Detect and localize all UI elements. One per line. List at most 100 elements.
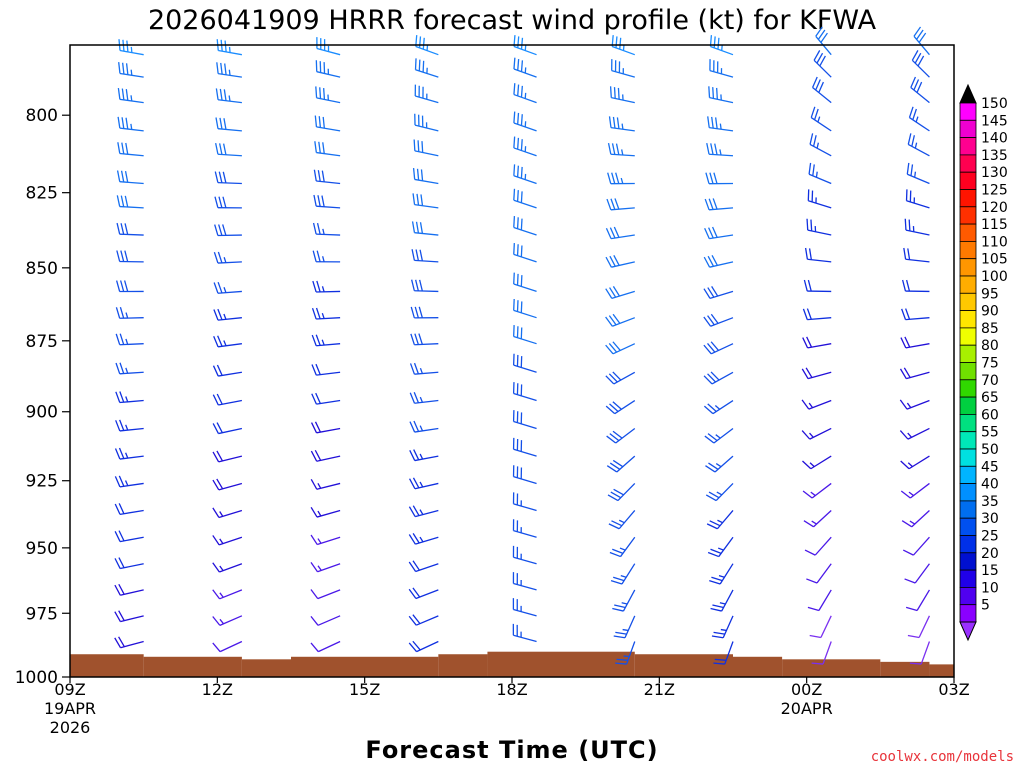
y-tick-label-1000: 1000: [15, 668, 58, 688]
x-tick-date-5: 20APR: [781, 699, 833, 718]
colorbar-swatch-135: [959, 154, 977, 173]
wind-barb-c8-l22: [909, 641, 931, 665]
wind-barb-c7-l12: [801, 367, 832, 380]
wind-barb-c7-l11: [802, 336, 832, 349]
wind-barb-c3-l4: [413, 139, 439, 157]
colorbar-label-40: 40: [981, 477, 999, 493]
terrain-segment-3: [291, 656, 439, 677]
wind-barbs-layer: [114, 26, 931, 665]
colorbar-label-35: 35: [981, 494, 999, 510]
y-tick-label-850: 850: [26, 259, 58, 279]
wind-barb-c1-l15: [212, 450, 243, 463]
colorbar-swatch-80: [959, 344, 977, 363]
wind-barb-c6-l10: [703, 313, 734, 327]
colorbar-label-80: 80: [981, 338, 999, 354]
wind-barb-c8-l5: [906, 162, 930, 185]
x-tick-label-2: 15Z: [349, 680, 380, 699]
wind-barb-c3-l22: [408, 640, 439, 653]
wind-barb-c0-l12: [115, 362, 144, 375]
terrain-layer: [70, 651, 954, 677]
colorbar-label-55: 55: [981, 425, 999, 441]
wind-barb-c3-l14: [409, 420, 439, 433]
wind-barb-c6-l3: [707, 116, 734, 132]
wind-barb-c2-l14: [310, 421, 341, 434]
wind-barb-c8-l15: [900, 455, 930, 470]
wind-barb-c8-l3: [908, 106, 930, 132]
terrain-segment-5: [487, 651, 635, 677]
wind-barb-c5-l20: [612, 589, 636, 612]
x-tick-label-6: 03Z: [938, 680, 969, 699]
wind-barb-c1-l19: [212, 562, 243, 573]
wind-barb-c1-l22: [212, 640, 243, 653]
wind-barb-c6-l20: [710, 589, 734, 612]
wind-barb-c1-l13: [212, 393, 243, 406]
wind-barb-c4-l20: [512, 572, 537, 591]
colorbar-label-15: 15: [981, 563, 999, 579]
wind-barb-c5-l5: [607, 172, 635, 185]
wind-barb-c1-l7: [214, 224, 242, 237]
wind-barb-c8-l13: [899, 399, 930, 410]
x-tick-label-3: 18Z: [496, 680, 527, 699]
wind-barb-c8-l17: [901, 510, 930, 528]
colorbar-swatch-30: [959, 517, 977, 536]
wind-barb-c7-l5: [808, 162, 832, 185]
x-tick-label-0: 09Z: [54, 680, 85, 699]
wind-barb-c6-l21: [711, 615, 734, 639]
wind-barb-c5-l9: [605, 286, 635, 299]
wind-barb-c2-l20: [310, 589, 341, 600]
wind-barb-c8-l0: [913, 26, 930, 56]
wind-barb-c0-l5: [116, 170, 144, 185]
colorbar-swatch-100: [959, 275, 977, 294]
wind-barb-c3-l0: [415, 35, 439, 56]
wind-barb-c5-l16: [607, 482, 636, 502]
wind-barb-c2-l1: [315, 60, 341, 78]
wind-barb-c3-l12: [409, 362, 439, 375]
wind-barb-c3-l16: [408, 477, 439, 490]
wind-barb-c5-l12: [605, 371, 636, 385]
wind-barb-c4-l10: [513, 298, 537, 319]
y-tick-label-950: 950: [26, 539, 58, 559]
wind-barb-c1-l14: [212, 422, 243, 435]
y-tick-label-825: 825: [26, 184, 58, 204]
wind-barb-c6-l11: [703, 341, 734, 355]
colorbar-label-120: 120: [981, 200, 1008, 216]
wind-barb-c7-l3: [810, 106, 832, 132]
wind-barb-c6-l12: [703, 371, 734, 385]
wind-barb-c4-l11: [513, 325, 537, 345]
credit-text[interactable]: coolwx.com/models: [871, 749, 1014, 765]
wind-barb-c6-l8: [703, 255, 734, 268]
wind-barb-c0-l15: [114, 447, 144, 460]
wind-barb-c8-l8: [903, 247, 930, 263]
wind-barb-c8-l20: [905, 589, 931, 612]
wind-barb-c7-l7: [806, 218, 832, 236]
wind-barb-c1-l3: [215, 117, 242, 132]
colorbar-swatch-140: [959, 137, 977, 156]
wind-barb-c6-l14: [704, 427, 734, 444]
wind-barb-c1-l12: [212, 364, 242, 377]
colorbar-label-20: 20: [981, 546, 999, 562]
wind-barb-c0-l19: [114, 557, 144, 570]
wind-barb-c5-l6: [606, 198, 635, 211]
x-axis-title: Forecast Time (UTC): [365, 736, 658, 764]
colorbar-label-50: 50: [981, 442, 999, 458]
wind-barb-c2-l21: [310, 615, 341, 626]
colorbar-swatch-110: [959, 240, 977, 260]
wind-barb-c3-l7: [411, 221, 439, 236]
colorbar-label-150: 150: [981, 96, 1008, 112]
wind-barb-c8-l9: [901, 279, 930, 293]
colorbar-label-60: 60: [981, 407, 999, 423]
wind-barb-c7-l6: [807, 189, 832, 209]
wind-barb-c4-l1: [513, 57, 537, 78]
wind-barb-c8-l14: [899, 427, 930, 440]
wind-barb-c6-l6: [704, 198, 734, 211]
x-tick-label-4: 21Z: [644, 680, 675, 699]
colorbar-label-90: 90: [981, 304, 999, 320]
wind-barb-c7-l4: [809, 133, 832, 157]
colorbar-swatch-10: [959, 587, 977, 606]
wind-barb-c1-l11: [213, 335, 242, 348]
wind-barb-c5-l0: [611, 35, 636, 56]
wind-barb-c3-l2: [414, 84, 439, 104]
wind-barb-c4-l21: [512, 598, 537, 617]
wind-barb-c8-l11: [900, 336, 930, 349]
wind-barb-c0-l0: [118, 39, 144, 56]
